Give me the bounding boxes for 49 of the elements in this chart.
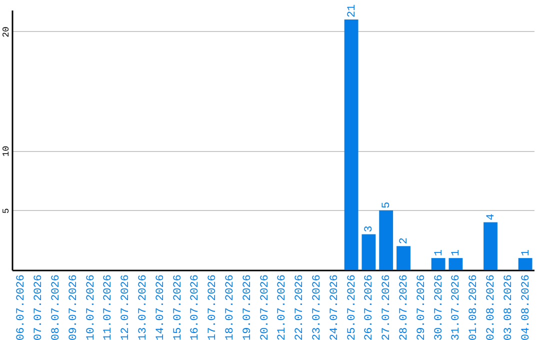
x-tick-label: 09.07.2026 (68, 274, 80, 340)
bar (379, 210, 394, 270)
x-tick-label: 21.07.2026 (276, 274, 289, 340)
x-tick-label: 17.07.2026 (207, 274, 220, 340)
x-tick-label: 30.07.2026 (433, 274, 446, 340)
x-tick-label: 04.08.2026 (520, 274, 532, 340)
x-tick-label: 28.07.2026 (398, 274, 410, 340)
bar (431, 258, 446, 270)
x-tick-label: 25.07.2026 (346, 274, 358, 340)
data-label: 21 (346, 4, 358, 18)
data-label: 1 (450, 249, 463, 256)
x-tick-label: 03.08.2026 (502, 274, 515, 340)
x-tick-label: 01.08.2026 (468, 274, 480, 340)
x-tick-label: 10.07.2026 (85, 274, 98, 340)
x-tick-label: 27.07.2026 (381, 274, 394, 340)
x-tick-label: 08.07.2026 (50, 274, 62, 340)
bar (344, 20, 358, 270)
x-tick-label: 22.07.2026 (294, 274, 306, 340)
data-label: 3 (364, 226, 376, 232)
x-tick-label: 06.07.2026 (16, 274, 28, 340)
x-tick-label: 07.07.2026 (33, 274, 46, 340)
x-tick-label: 19.07.2026 (242, 274, 254, 340)
x-tick-label: 26.07.2026 (364, 274, 376, 340)
y-tick-label: 10 (2, 146, 12, 157)
x-tick-label: 02.08.2026 (486, 274, 498, 340)
x-tick-label: 31.07.2026 (450, 274, 463, 340)
y-tick-label: 5 (2, 208, 12, 214)
bar (362, 234, 376, 270)
data-label: 5 (381, 202, 394, 208)
data-label: 4 (486, 213, 498, 220)
data-label: 1 (433, 249, 446, 256)
x-tick-label: 24.07.2026 (328, 274, 341, 340)
x-tick-label: 20.07.2026 (259, 274, 272, 340)
bar (484, 222, 498, 270)
data-label: 2 (398, 238, 410, 244)
x-tick-label: 11.07.2026 (102, 274, 115, 340)
x-tick-label: 13.07.2026 (138, 274, 150, 340)
bar (396, 246, 410, 270)
bar (518, 258, 532, 270)
data-label: 1 (520, 249, 532, 256)
x-tick-label: 18.07.2026 (224, 274, 236, 340)
x-tick-label: 29.07.2026 (416, 274, 428, 340)
x-tick-label: 12.07.2026 (120, 274, 132, 340)
x-tick-label: 15.07.2026 (172, 274, 184, 340)
x-tick-label: 14.07.2026 (154, 274, 167, 340)
y-tick-label: 20 (2, 26, 12, 38)
bar (448, 258, 463, 270)
x-tick-label: 23.07.2026 (312, 274, 324, 340)
x-tick-label: 16.07.2026 (190, 274, 202, 340)
